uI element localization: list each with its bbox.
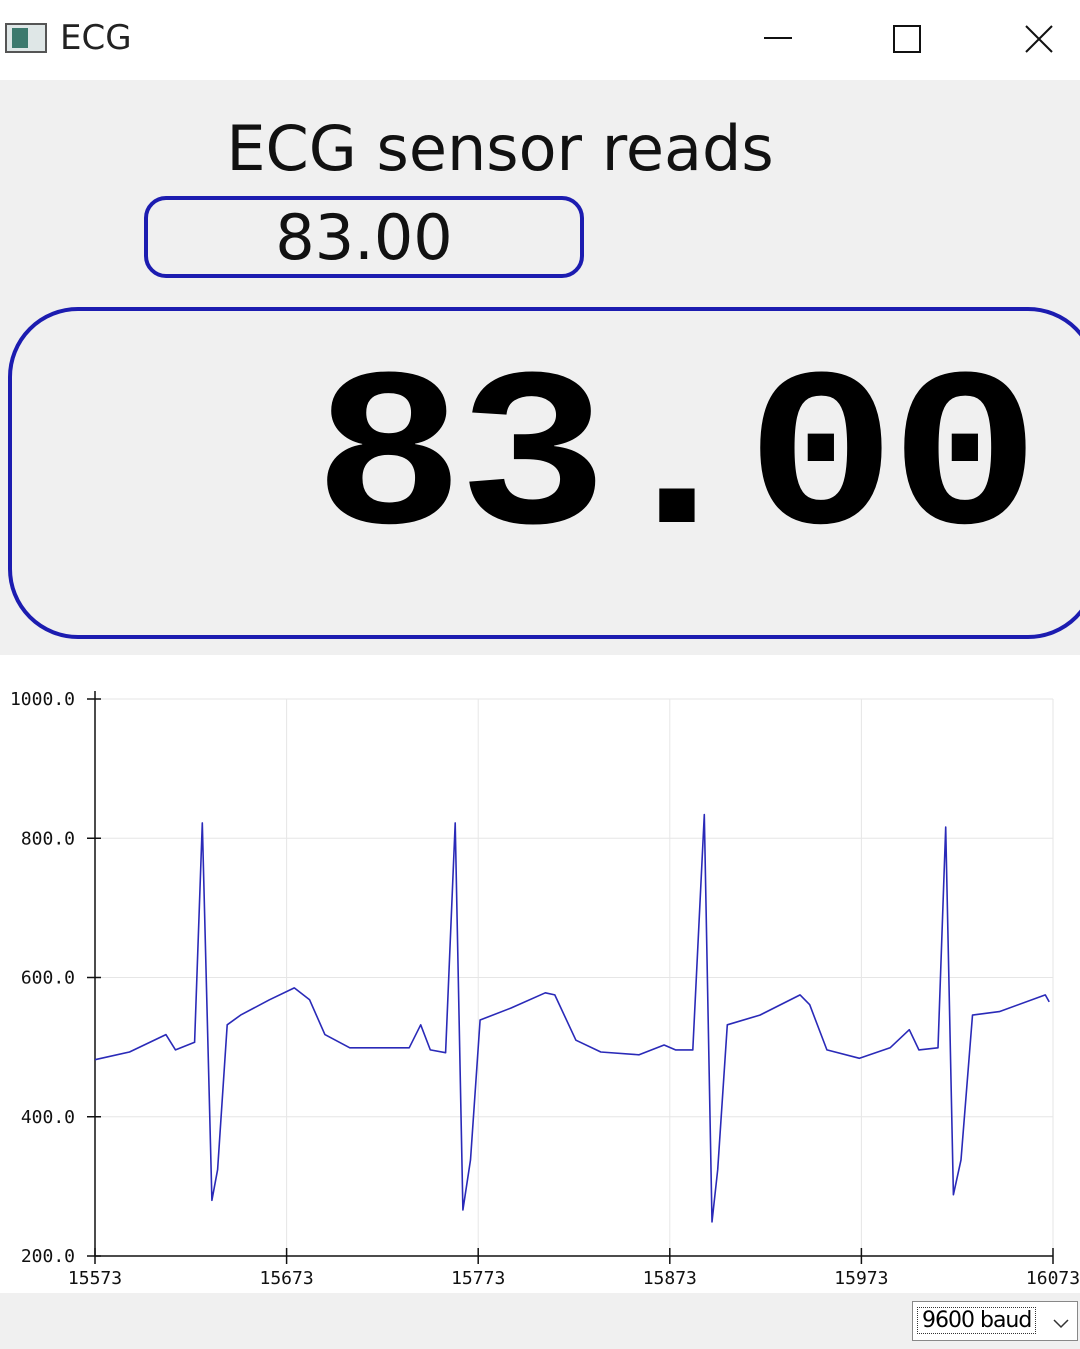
dropdown-arrow (1053, 1319, 1069, 1329)
y-tick-label: 200.0 (21, 1246, 75, 1267)
chart: 200.0 400.0 600.0 800.0 1000.0 15573 15673 1577… (0, 655, 1080, 1293)
ecg-line (94, 813, 1050, 1223)
readout-box: 83.00 (144, 196, 584, 278)
app-icon (5, 23, 47, 53)
window-title: ECG (60, 18, 132, 58)
x-tick-label: 15773 (451, 1268, 505, 1289)
sensor-label: ECG sensor reads (226, 112, 774, 185)
baud-value: 9600 baud (917, 1307, 1037, 1334)
y-tick-label: 1000.0 (10, 689, 75, 710)
lcd-value: 83.00 (313, 335, 1040, 591)
maximize-button[interactable] (893, 25, 921, 53)
y-tick-label: 400.0 (21, 1107, 75, 1128)
lcd-panel: 83.00 (8, 307, 1080, 639)
x-tick-label: 15873 (643, 1268, 697, 1289)
close-button[interactable] (1025, 25, 1053, 53)
window-controls (764, 25, 1053, 53)
baud-select[interactable]: 9600 baud (912, 1301, 1078, 1341)
readout-value: 83.00 (275, 201, 453, 274)
x-tick-label: 15573 (68, 1268, 122, 1289)
x-tick-label: 15973 (834, 1268, 888, 1289)
y-tick-label: 600.0 (21, 968, 75, 989)
y-tick-label: 800.0 (21, 828, 75, 849)
title-bar: ECG (0, 0, 1080, 80)
x-tick-label: 15673 (260, 1268, 314, 1289)
x-tick-label: 16073 (1026, 1268, 1080, 1289)
